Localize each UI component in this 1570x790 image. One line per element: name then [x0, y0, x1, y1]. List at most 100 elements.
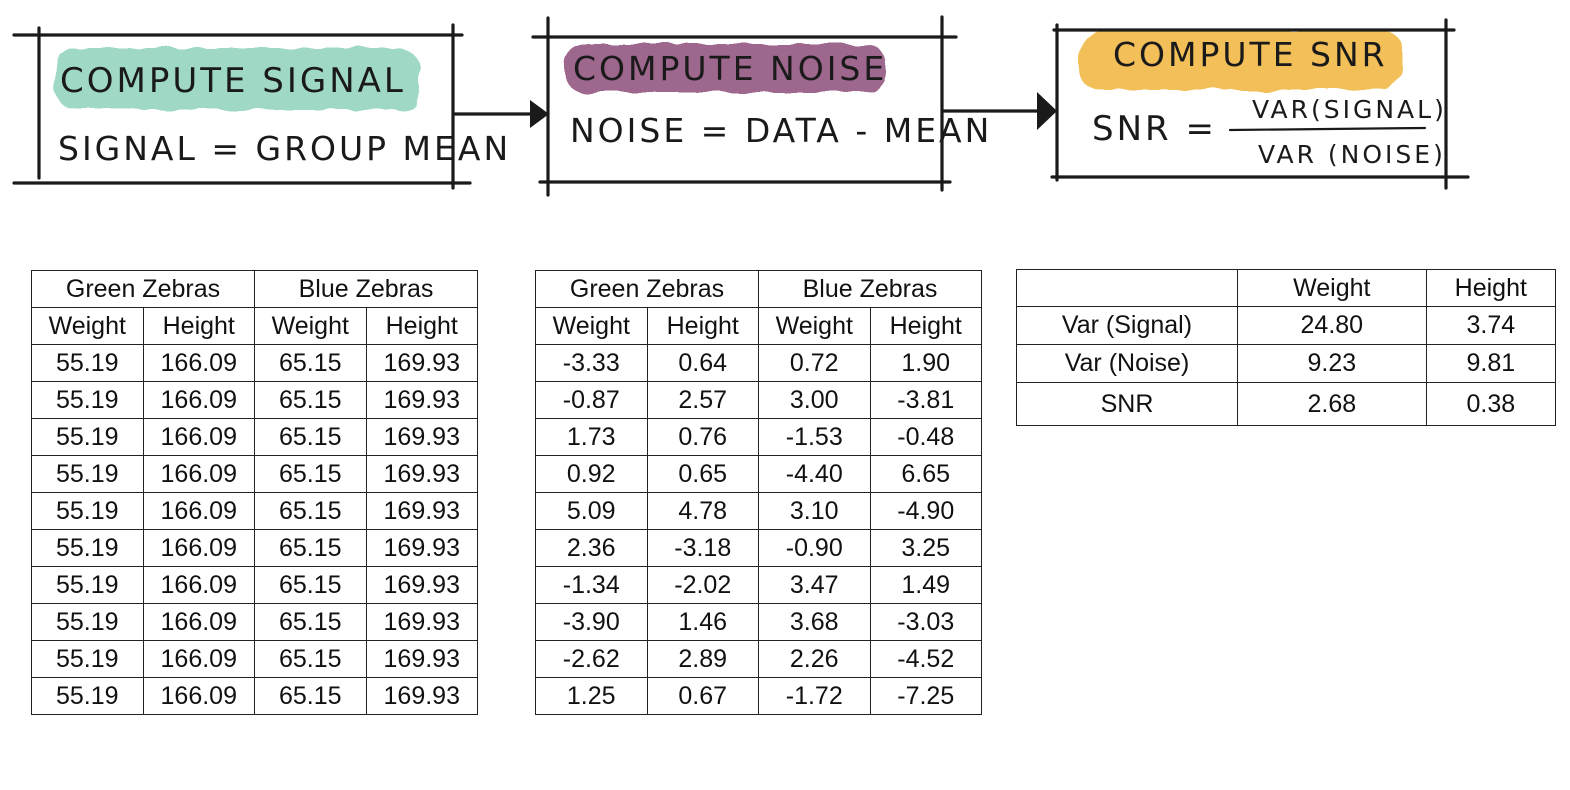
table-cell: 55.19	[31, 455, 144, 493]
table-cell: 65.15	[254, 529, 367, 567]
table-cell: 166.09	[142, 492, 255, 530]
column-header: Weight	[758, 307, 871, 345]
table-row: 55.19 166.09 65.15 169.93	[31, 455, 478, 493]
table-cell: -2.02	[646, 566, 759, 604]
column-header: Weight	[535, 307, 648, 345]
column-header: Weight	[1236, 269, 1427, 307]
table-cell: 0.67	[646, 677, 759, 715]
table-row: 55.19 166.09 65.15 169.93	[31, 381, 478, 419]
table-cell: 0.38	[1425, 382, 1557, 426]
table-row: 0.92 0.65 -4.40 6.65	[535, 455, 982, 493]
step-compute-noise: COMPUTE NOISE NOISE = DATA - MEAN	[531, 15, 989, 197]
snr-formula-denominator: VAR (NOISE)	[1258, 140, 1446, 169]
process-flow-diagram: COMPUTE SIGNAL SIGNAL = GROUP MEAN COMPU…	[12, 15, 1470, 197]
table-row: 55.19 166.09 65.15 169.93	[31, 603, 478, 641]
snr-formula-lhs: SNR =	[1092, 109, 1217, 149]
table-cell: -1.34	[535, 566, 648, 604]
table-cell: 1.25	[535, 677, 648, 715]
table-cell: SNR	[1016, 382, 1238, 426]
table-cell: 6.65	[869, 455, 982, 493]
signal-step-formula: SIGNAL = GROUP MEAN	[58, 129, 511, 168]
table-row: 1.73 0.76 -1.53 -0.48	[535, 418, 982, 456]
table-cell: -7.25	[869, 677, 982, 715]
table-cell: 9.81	[1425, 344, 1557, 383]
arrow-signal-to-noise	[453, 100, 549, 128]
step-compute-snr: COMPUTE SNR SNR = VAR(SIGNAL) VAR (NOISE…	[1050, 18, 1470, 190]
table-row: 55.19 166.09 65.15 169.93	[31, 418, 478, 456]
table-cell: -3.33	[535, 344, 648, 382]
table-cell: 65.15	[254, 418, 367, 456]
table-cell: 3.47	[758, 566, 871, 604]
table-cell: 24.80	[1236, 306, 1427, 345]
table-row: 5.09 4.78 3.10 -4.90	[535, 492, 982, 530]
table-cell: 169.93	[365, 677, 478, 715]
table-cell: -4.40	[758, 455, 871, 493]
table-cell: 1.46	[646, 603, 759, 641]
table-row: 2.36 -3.18 -0.90 3.25	[535, 529, 982, 567]
table-cell: 55.19	[31, 529, 144, 567]
table-row: -1.34 -2.02 3.47 1.49	[535, 566, 982, 604]
table-cell: 65.15	[254, 381, 367, 419]
table-cell: -0.87	[535, 381, 648, 419]
group-header: Blue Zebras	[254, 270, 478, 308]
table-cell: 55.19	[31, 640, 144, 678]
table-cell: -3.90	[535, 603, 648, 641]
group-header: Green Zebras	[31, 270, 255, 308]
table-cell: 9.23	[1236, 344, 1427, 383]
table-cell: 55.19	[31, 418, 144, 456]
table-cell: 166.09	[142, 640, 255, 678]
table-row: 55.19 166.09 65.15 169.93	[31, 492, 478, 530]
table-cell: 2.26	[758, 640, 871, 678]
table-cell: -3.18	[646, 529, 759, 567]
table-cell: 166.09	[142, 677, 255, 715]
table-cell: 0.65	[646, 455, 759, 493]
group-header: Blue Zebras	[758, 270, 982, 308]
column-header: Height	[365, 307, 478, 345]
table-cell: 169.93	[365, 455, 478, 493]
signal-highlight	[55, 48, 420, 110]
table-row: 55.19 166.09 65.15 169.93	[31, 566, 478, 604]
table-row: 55.19 166.09 65.15 169.93	[31, 529, 478, 567]
table-cell: 3.25	[869, 529, 982, 567]
table-cell: -3.03	[869, 603, 982, 641]
table-cell: 3.74	[1425, 306, 1557, 345]
table-cell: 3.68	[758, 603, 871, 641]
table-cell: 169.93	[365, 529, 478, 567]
table-cell: Var (Signal)	[1016, 306, 1238, 345]
snr-step-title: COMPUTE SNR	[1113, 35, 1388, 74]
signal-table: Green Zebras Blue Zebras Weight Height W…	[31, 270, 478, 715]
column-header: Height	[869, 307, 982, 345]
noise-table: Green Zebras Blue Zebras Weight Height W…	[535, 270, 982, 715]
table-row: -0.87 2.57 3.00 -3.81	[535, 381, 982, 419]
table-cell: 169.93	[365, 640, 478, 678]
table-cell: -1.72	[758, 677, 871, 715]
table-cell: 65.15	[254, 603, 367, 641]
table-cell: 65.15	[254, 344, 367, 382]
table-cell: 169.93	[365, 418, 478, 456]
table-cell: 3.00	[758, 381, 871, 419]
arrow-noise-to-snr	[942, 92, 1057, 130]
table-cell: 65.15	[254, 640, 367, 678]
group-header: Green Zebras	[535, 270, 759, 308]
table-cell: 169.93	[365, 344, 478, 382]
table-cell: 166.09	[142, 381, 255, 419]
table-row: -3.33 0.64 0.72 1.90	[535, 344, 982, 382]
table-cell: 166.09	[142, 566, 255, 604]
step-compute-signal: COMPUTE SIGNAL SIGNAL = GROUP MEAN	[12, 23, 511, 190]
table-cell: -1.53	[758, 418, 871, 456]
table-cell: 169.93	[365, 603, 478, 641]
table-cell: 169.93	[365, 381, 478, 419]
table-cell: 65.15	[254, 492, 367, 530]
table-cell: 5.09	[535, 492, 648, 530]
table-row: -2.62 2.89 2.26 -4.52	[535, 640, 982, 678]
table-cell: 55.19	[31, 677, 144, 715]
table-cell: 55.19	[31, 381, 144, 419]
noise-step-title: COMPUTE NOISE	[573, 49, 887, 88]
table-cell: 0.64	[646, 344, 759, 382]
table-row: 55.19 166.09 65.15 169.93	[31, 640, 478, 678]
table-cell: 3.10	[758, 492, 871, 530]
table-cell: -0.48	[869, 418, 982, 456]
column-header: Height	[142, 307, 255, 345]
table-cell: -4.52	[869, 640, 982, 678]
table-row: Var (Signal) 24.80 3.74	[1016, 306, 1557, 345]
